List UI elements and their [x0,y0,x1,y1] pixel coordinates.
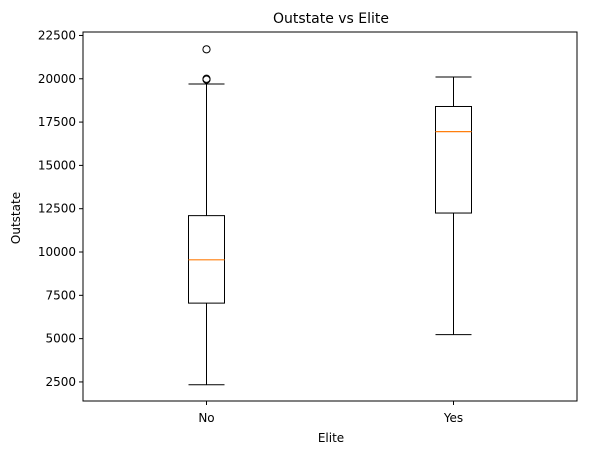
chart-title: Outstate vs Elite [273,11,389,27]
outlier-point [202,45,211,54]
y-axis-label: Outstate [9,192,23,244]
x-tick-label: Yes [443,411,463,425]
outlier-point [202,74,211,83]
y-tick-label: 5000 [45,332,76,346]
box-yes [435,105,472,214]
y-tick-label: 20000 [38,72,76,86]
y-tick-label: 12500 [38,202,76,216]
y-tick-label: 2500 [45,375,76,389]
y-tick-label: 7500 [45,288,76,302]
y-tick-label: 17500 [38,115,76,129]
x-axis-label: Elite [318,431,344,445]
plot-area: 2500 5000 7500 10000 12500 15000 17500 20000 225… [38,28,578,425]
y-tick-label: 22500 [38,28,76,42]
y-tick-label: 10000 [38,245,76,259]
plot-frame [82,31,578,402]
x-tick-label: No [198,411,214,425]
y-tick-label: 15000 [38,158,76,172]
